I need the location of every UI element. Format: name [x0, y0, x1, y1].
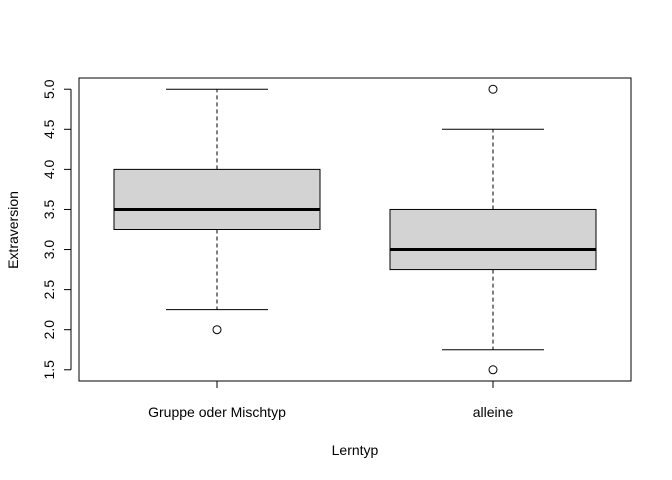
y-tick-label: 3.0: [41, 240, 57, 260]
y-axis: 1.5 2.0 2.5 3.0 3.5 4.0 4.5 5.0: [41, 79, 72, 380]
box-group: [389, 84, 597, 375]
y-tick-label: 2.5: [41, 280, 57, 300]
iqr-box: [113, 168, 321, 230]
boxes-layer: [113, 84, 597, 375]
y-tick-label: 2.0: [41, 320, 57, 340]
x-axis-label: Lerntyp: [332, 442, 379, 458]
y-tick-label: 5.0: [41, 79, 57, 99]
x-tick-label: Gruppe oder Mischtyp: [148, 404, 286, 420]
x-tick-label: alleine: [473, 404, 514, 420]
y-tick-label: 4.0: [41, 159, 57, 179]
outlier-point: [212, 325, 222, 335]
x-axis: Gruppe oder Mischtyp alleine: [148, 380, 514, 420]
y-axis-label: Extraversion: [5, 191, 21, 269]
iqr-box: [389, 208, 597, 271]
y-tick-label: 3.5: [41, 200, 57, 220]
outlier-point: [488, 84, 498, 94]
outlier-point: [488, 365, 498, 375]
y-tick-label: 1.5: [41, 360, 57, 380]
y-tick-label: 4.5: [41, 119, 57, 139]
box-group: [113, 88, 321, 335]
